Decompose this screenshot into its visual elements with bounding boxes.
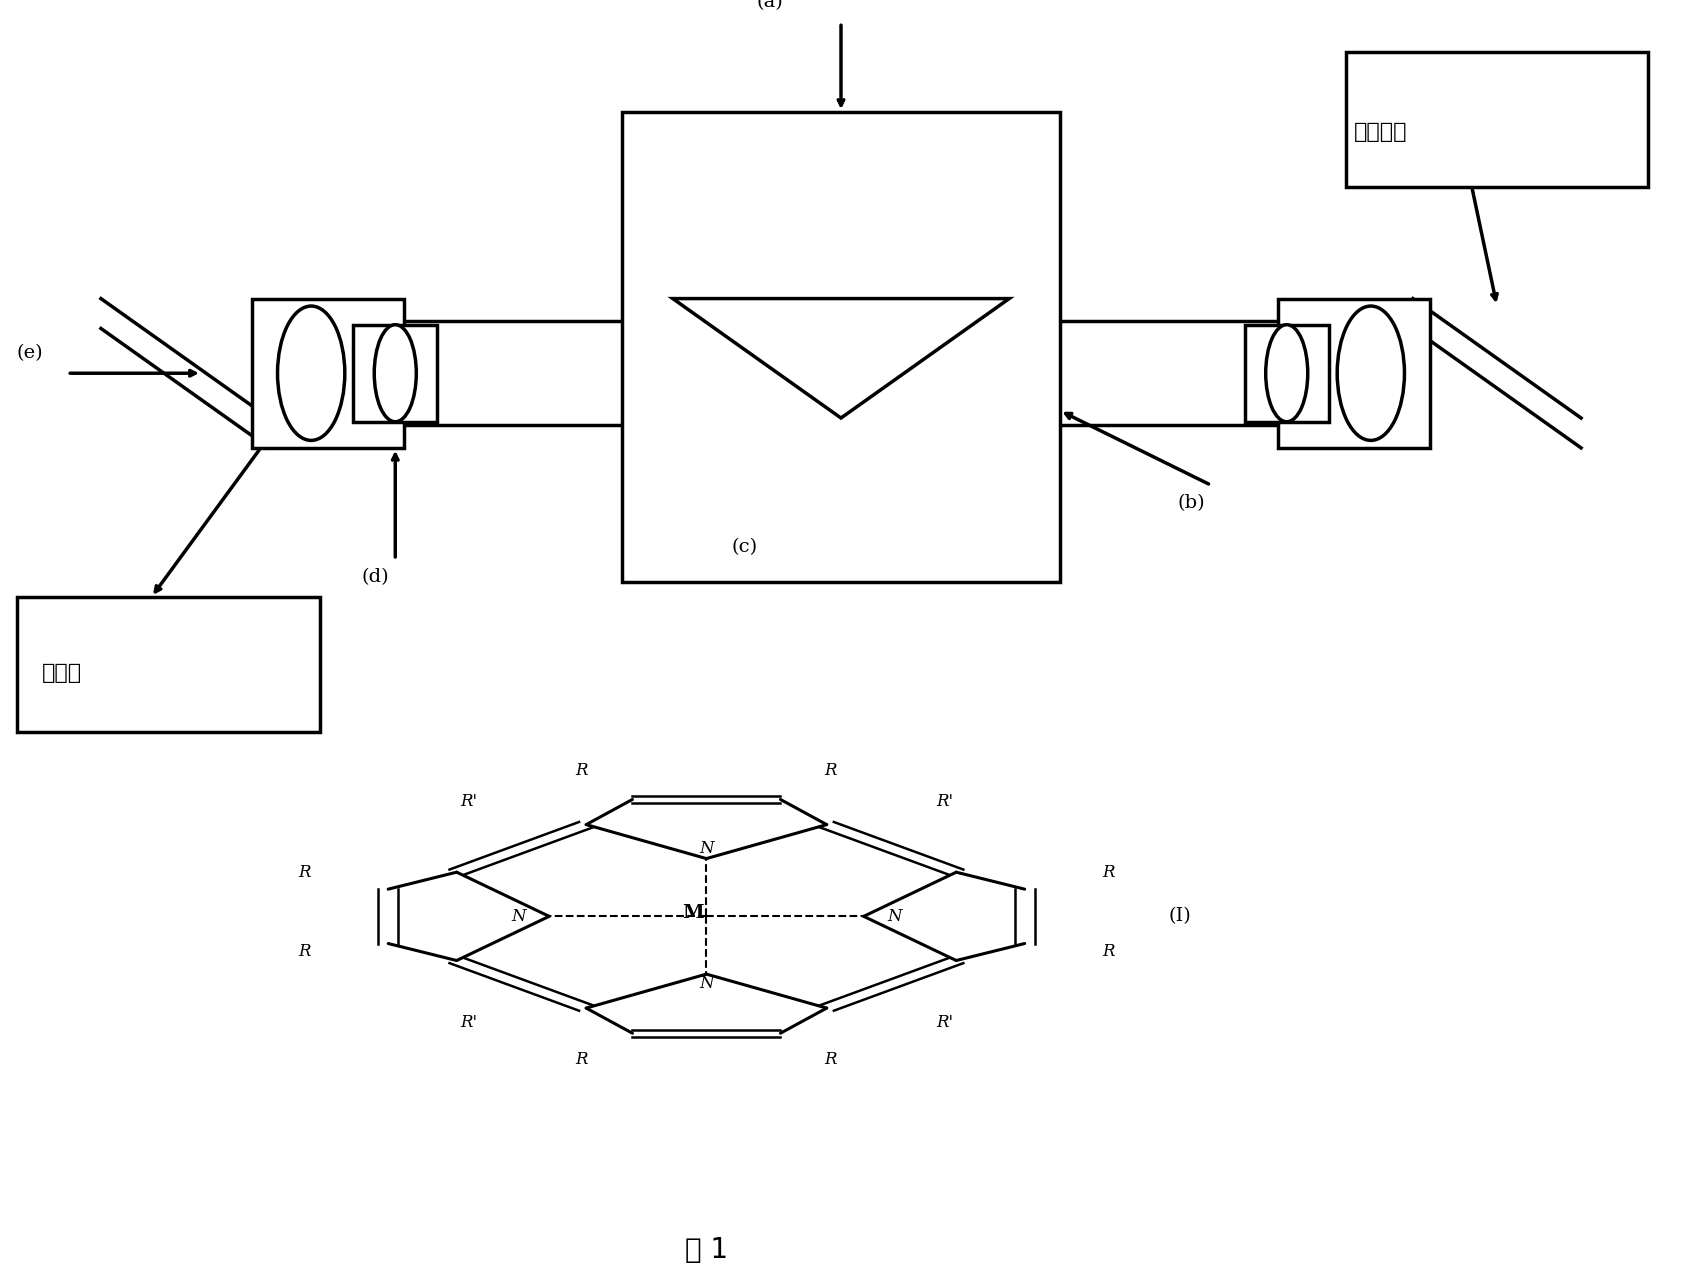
Text: R': R' <box>459 1014 478 1031</box>
Text: M: M <box>683 905 703 923</box>
Text: 泵排气: 泵排气 <box>42 663 82 683</box>
Ellipse shape <box>278 306 345 440</box>
Bar <box>622 112 1060 582</box>
Bar <box>353 324 437 422</box>
Text: (b): (b) <box>1177 494 1204 512</box>
Bar <box>252 299 404 448</box>
Text: R': R' <box>935 793 954 810</box>
Text: (I): (I) <box>1169 907 1193 925</box>
Text: R': R' <box>459 793 478 810</box>
Text: (a): (a) <box>757 0 784 12</box>
Text: R: R <box>298 943 311 960</box>
Text: R: R <box>824 762 838 779</box>
Bar <box>1278 299 1430 448</box>
Text: R: R <box>1102 864 1115 880</box>
Text: N: N <box>886 907 902 925</box>
Text: (c): (c) <box>732 538 759 556</box>
Text: R: R <box>1102 943 1115 960</box>
Polygon shape <box>673 299 1009 418</box>
FancyBboxPatch shape <box>1346 53 1648 187</box>
Ellipse shape <box>1337 306 1404 440</box>
Ellipse shape <box>373 324 415 422</box>
Text: R: R <box>575 762 589 779</box>
Text: N: N <box>511 907 526 925</box>
Text: N: N <box>700 840 713 857</box>
Text: 图 1: 图 1 <box>685 1236 728 1264</box>
Text: (d): (d) <box>362 569 389 587</box>
Text: R: R <box>298 864 311 880</box>
Ellipse shape <box>1265 324 1309 422</box>
Text: R: R <box>824 1051 838 1068</box>
Text: (e): (e) <box>17 345 44 363</box>
FancyBboxPatch shape <box>17 597 320 731</box>
Text: R': R' <box>935 1014 954 1031</box>
Text: 惰性气体: 惰性气体 <box>1354 122 1408 142</box>
Text: N: N <box>700 976 713 992</box>
Text: R: R <box>575 1051 589 1068</box>
Bar <box>1245 324 1329 422</box>
